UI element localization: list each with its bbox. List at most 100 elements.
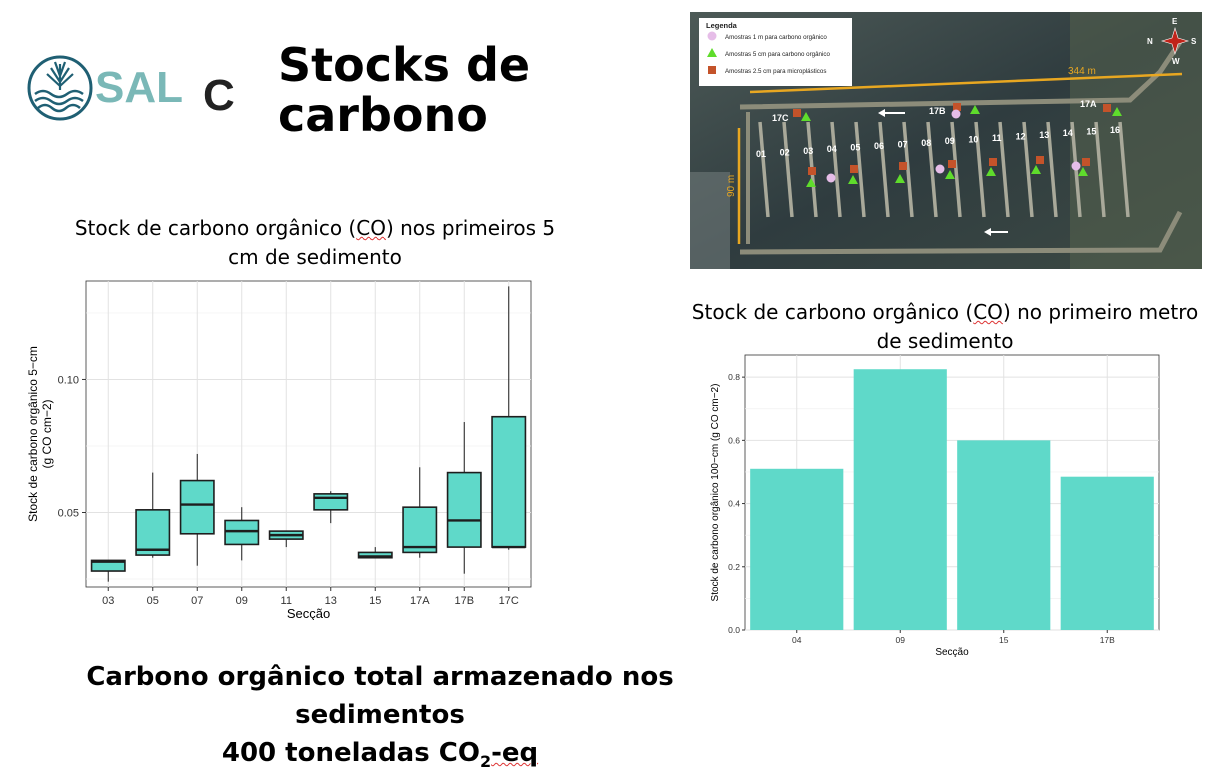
barchart-x-tick-label: 09 [896, 635, 906, 645]
boxplot-x-tick-label: 15 [369, 595, 381, 607]
map-section-label: 13 [1039, 130, 1049, 140]
sample-microplastic-marker [808, 167, 816, 175]
legend-square-icon [708, 66, 716, 74]
barchart-y-tick-label: 0.4 [728, 499, 740, 509]
barchart-x-tick-label: 15 [999, 635, 1009, 645]
boxplot-y-tick-label: 0.05 [58, 507, 79, 519]
sample-5cm-marker [945, 170, 955, 179]
box-17B [446, 471, 482, 548]
map-section-label: 16 [1110, 125, 1120, 135]
sample-1m-marker [935, 164, 945, 174]
sample-5cm-marker [848, 175, 858, 184]
sample-microplastic-marker [793, 109, 801, 117]
boxplot-x-tick-label: 17B [454, 595, 474, 607]
boxplot-x-tick-label: 17C [499, 595, 519, 607]
sample-microplastic-marker [850, 165, 858, 173]
map-section-label: 08 [921, 138, 931, 148]
box-05 [135, 509, 171, 556]
map-section-label: 02 [780, 147, 790, 157]
map-section-label: 04 [827, 144, 837, 154]
sample-5cm-marker [970, 105, 980, 114]
sample-1m-marker [951, 109, 961, 119]
sample-5cm-marker [1112, 107, 1122, 116]
boxplot-y-tick-label: 0.10 [58, 374, 79, 386]
boxplot-x-tick-label: 05 [147, 595, 159, 607]
map-legend-title: Legenda [706, 21, 738, 30]
sample-5cm-marker [1031, 165, 1041, 174]
map-section-label: 01 [756, 149, 766, 159]
map-section-label: 12 [1016, 131, 1026, 141]
satellite-map: Legenda Amostras 1 m para carbono orgâni… [690, 12, 1202, 269]
map-section-label: 15 [1086, 127, 1096, 137]
sample-1m-marker [1071, 161, 1081, 171]
barchart-x-tick-label: 04 [792, 635, 802, 645]
svg-text:N: N [1147, 37, 1153, 46]
logo-text-sal: SAL [95, 63, 183, 112]
box-15 [357, 551, 393, 559]
barchart-chart: 0.0 0.2 0.4 0.6 0.8 04 09 15 17B Secção Stock de c… [710, 354, 1160, 658]
box-13 [313, 493, 349, 511]
barchart-y-tick-label: 0.0 [728, 625, 740, 635]
boxplot-x-tick-label: 07 [191, 595, 203, 607]
bar-15 [957, 440, 1051, 630]
legend-item-label: Amostras 1 m para carbono orgânico [725, 34, 827, 41]
length-scale-label: 344 m [1068, 66, 1096, 77]
compass-icon: E N S W [1147, 17, 1197, 66]
map-section-label: 09 [945, 136, 955, 146]
svg-text:E: E [1172, 17, 1178, 26]
sample-1m-marker [826, 173, 836, 183]
legend-item-label: Amostras 5 cm para carbono orgânico [725, 51, 830, 58]
map-section-label: 05 [850, 143, 860, 153]
logo-text-c: C [203, 71, 235, 120]
boxplot-x-tick-label: 17A [410, 595, 430, 607]
map-section-label: 11 [992, 133, 1002, 143]
barchart-y-tick-label: 0.8 [728, 372, 740, 382]
map-section-label: 17B [929, 106, 946, 116]
map-section-label: 03 [803, 146, 813, 156]
box-17A [402, 506, 438, 554]
box-09 [224, 519, 260, 546]
boxplot-chart: 0.05 0.10 03 05 07 09 11 13 15 17A 17B 17C Secção Sto… [26, 280, 532, 620]
page-title: Stocks de carbono [278, 38, 531, 142]
barchart-y-axis-label: Stock de carbono orgânico 100−cm (g CO c… [710, 384, 721, 602]
arrow-left-icon [878, 109, 905, 117]
sample-5cm-marker [895, 174, 905, 183]
bar-09 [853, 369, 947, 630]
boxplot-title: Stock de carbono orgânico (CO) nos prime… [74, 216, 556, 269]
sample-microplastic-marker [1103, 104, 1111, 112]
map-section-label: 10 [968, 135, 978, 145]
summary-line-1: Carbono orgânico total armazenado nos se… [86, 662, 674, 730]
barchart-y-tick-label: 0.2 [728, 562, 740, 572]
boxplot-x-tick-label: 03 [102, 595, 114, 607]
boxplot-x-tick-label: 11 [281, 595, 292, 607]
map-section-label: 14 [1063, 128, 1073, 138]
sample-microplastic-marker [953, 103, 961, 111]
width-scale-label: 90 m [726, 175, 737, 197]
barchart-x-tick-label: 17B [1100, 635, 1115, 645]
sample-microplastic-marker [899, 162, 907, 170]
bar-17B [1060, 476, 1154, 630]
box-07 [179, 479, 215, 535]
legend-item-label: Amostras 2.5 cm para microplásticos [725, 68, 826, 75]
sample-microplastic-marker [948, 160, 956, 168]
boxplot-x-tick-label: 09 [236, 595, 248, 607]
legend-triangle-icon [707, 48, 717, 57]
barchart-x-axis-label: Secção [935, 647, 969, 658]
map-legend [699, 18, 852, 86]
salc-logo: SAL C [25, 50, 255, 130]
boxplot-y-axis-label-unit: (g CO cm−2) [40, 399, 54, 468]
barchart-title: Stock de carbono orgânico (CO) no primei… [691, 300, 1199, 353]
svg-text:S: S [1191, 37, 1197, 46]
sample-5cm-marker [801, 112, 811, 121]
svg-text:W: W [1172, 57, 1180, 66]
map-section-label: 17A [1080, 99, 1097, 109]
total-carbon-summary: Carbono orgânico total armazenado nos se… [0, 658, 760, 781]
summary-line-2: 400 toneladas CO2-eq [221, 738, 539, 772]
barchart-y-tick-label: 0.6 [728, 435, 740, 445]
box-03 [90, 559, 126, 572]
sample-microplastic-marker [1036, 156, 1044, 164]
map-section-label: 06 [874, 141, 884, 151]
arrow-left-icon [984, 228, 1008, 236]
sample-microplastic-marker [1082, 158, 1090, 166]
sample-5cm-marker [806, 178, 816, 187]
